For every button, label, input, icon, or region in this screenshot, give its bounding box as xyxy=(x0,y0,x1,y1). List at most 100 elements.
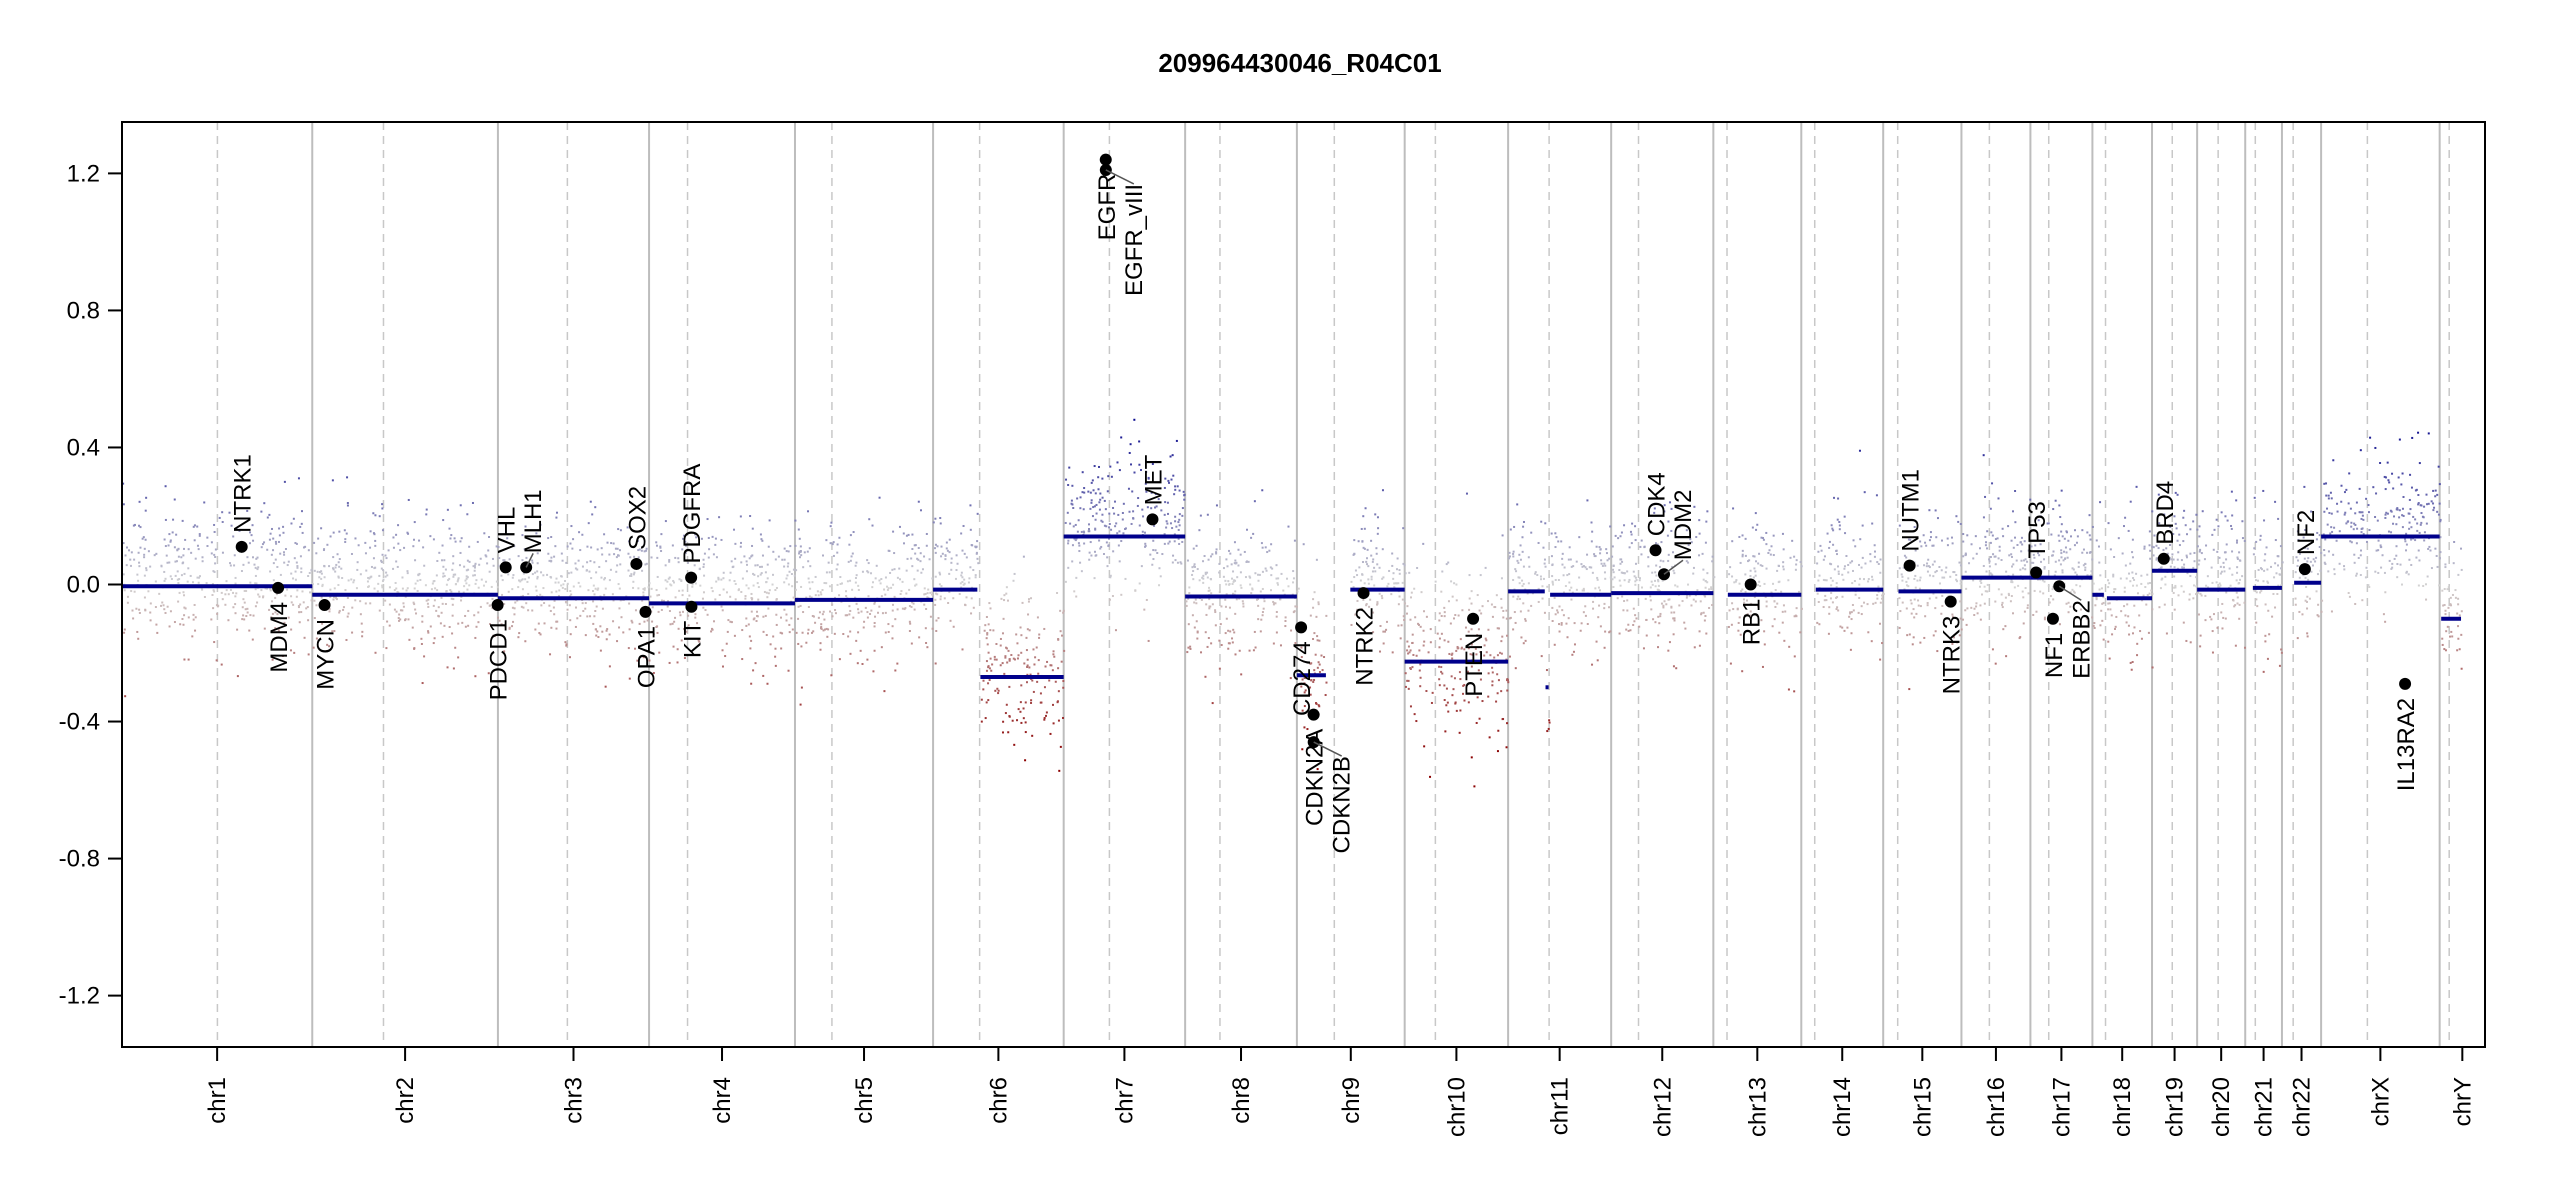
probe-point xyxy=(710,627,713,630)
probe-point xyxy=(774,558,777,561)
probe-point xyxy=(1670,507,1673,510)
probe-point xyxy=(1608,557,1611,560)
probe-point xyxy=(1141,508,1144,511)
gene-label: CD274 xyxy=(1289,641,1316,716)
probe-point xyxy=(743,555,746,558)
probe-point xyxy=(144,538,147,541)
probe-point xyxy=(1315,558,1318,561)
probe-point xyxy=(772,635,775,638)
probe-point xyxy=(1062,686,1065,689)
probe-point xyxy=(1062,680,1065,683)
gene-label: MDM2 xyxy=(1670,490,1697,561)
probe-point xyxy=(527,592,530,595)
probe-point xyxy=(404,618,407,621)
probe-point xyxy=(830,674,833,677)
probe-point xyxy=(1899,610,1902,613)
probe-point xyxy=(1556,609,1559,612)
probe-point xyxy=(772,573,775,576)
probe-point xyxy=(466,559,469,562)
probe-point xyxy=(816,590,819,593)
probe-point xyxy=(1835,585,1838,588)
probe-point xyxy=(771,583,774,586)
probe-point xyxy=(975,551,978,554)
probe-point xyxy=(992,629,995,632)
probe-point xyxy=(251,524,254,527)
probe-point xyxy=(1850,632,1853,635)
probe-point xyxy=(805,596,808,599)
probe-point xyxy=(2396,507,2399,510)
probe-point xyxy=(2061,569,2064,572)
probe-point xyxy=(638,548,641,551)
probe-point xyxy=(461,621,464,624)
probe-point xyxy=(2437,465,2440,468)
probe-point xyxy=(131,609,134,612)
probe-point xyxy=(879,582,882,585)
probe-point xyxy=(325,649,328,652)
probe-point xyxy=(272,579,275,582)
probe-point xyxy=(463,565,466,568)
probe-point xyxy=(1038,636,1041,639)
probe-point xyxy=(1057,667,1060,670)
probe-point xyxy=(296,565,299,568)
probe-point xyxy=(1261,614,1264,617)
probe-point xyxy=(1940,569,1943,572)
probe-point xyxy=(1841,573,1844,576)
probe-point xyxy=(2163,603,2166,606)
probe-point xyxy=(1597,616,1600,619)
probe-point xyxy=(750,639,753,642)
probe-point xyxy=(302,546,305,549)
probe-point xyxy=(1764,595,1767,598)
probe-point xyxy=(269,589,272,592)
probe-point xyxy=(293,557,296,560)
probe-point xyxy=(891,609,894,612)
probe-point xyxy=(588,570,591,573)
probe-point xyxy=(1708,588,1711,591)
probe-point xyxy=(1453,617,1456,620)
probe-point xyxy=(753,573,756,576)
probe-point xyxy=(1698,554,1701,557)
probe-point xyxy=(521,578,524,581)
probe-point xyxy=(1408,651,1411,654)
probe-point xyxy=(1006,599,1009,602)
probe-point xyxy=(917,500,920,503)
probe-point xyxy=(1273,602,1276,605)
probe-point xyxy=(986,643,989,646)
probe-point xyxy=(1436,632,1439,635)
probe-point xyxy=(2150,589,2153,592)
probe-point xyxy=(1484,566,1487,569)
probe-point xyxy=(1940,539,1943,542)
probe-point xyxy=(517,636,520,639)
probe-point xyxy=(1919,576,1922,579)
probe-point xyxy=(662,599,665,602)
probe-point xyxy=(1778,631,1781,634)
probe-point xyxy=(823,582,826,585)
probe-point xyxy=(1705,520,1708,523)
probe-point xyxy=(1738,535,1741,538)
probe-point xyxy=(1043,627,1046,630)
probe-point xyxy=(1443,699,1446,702)
probe-point xyxy=(1703,619,1706,622)
probe-point xyxy=(1522,520,1525,523)
probe-point xyxy=(637,549,640,552)
probe-point xyxy=(601,607,604,610)
probe-point xyxy=(2088,551,2091,554)
probe-point xyxy=(1274,602,1277,605)
probe-point xyxy=(1398,595,1401,598)
probe-point xyxy=(1972,579,1975,582)
probe-point xyxy=(380,561,383,564)
probe-point xyxy=(737,589,740,592)
probe-point xyxy=(1754,512,1757,515)
probe-point xyxy=(959,582,962,585)
probe-point xyxy=(2404,538,2407,541)
probe-point xyxy=(2155,557,2158,560)
probe-point xyxy=(384,554,387,557)
probe-point xyxy=(1651,571,1654,574)
probe-point xyxy=(1934,571,1937,574)
probe-point xyxy=(913,608,916,611)
probe-point xyxy=(2306,560,2309,563)
probe-point xyxy=(2097,545,2100,548)
probe-point xyxy=(284,605,287,608)
probe-point xyxy=(149,565,152,568)
probe-point xyxy=(406,531,409,534)
probe-point xyxy=(2136,654,2139,657)
